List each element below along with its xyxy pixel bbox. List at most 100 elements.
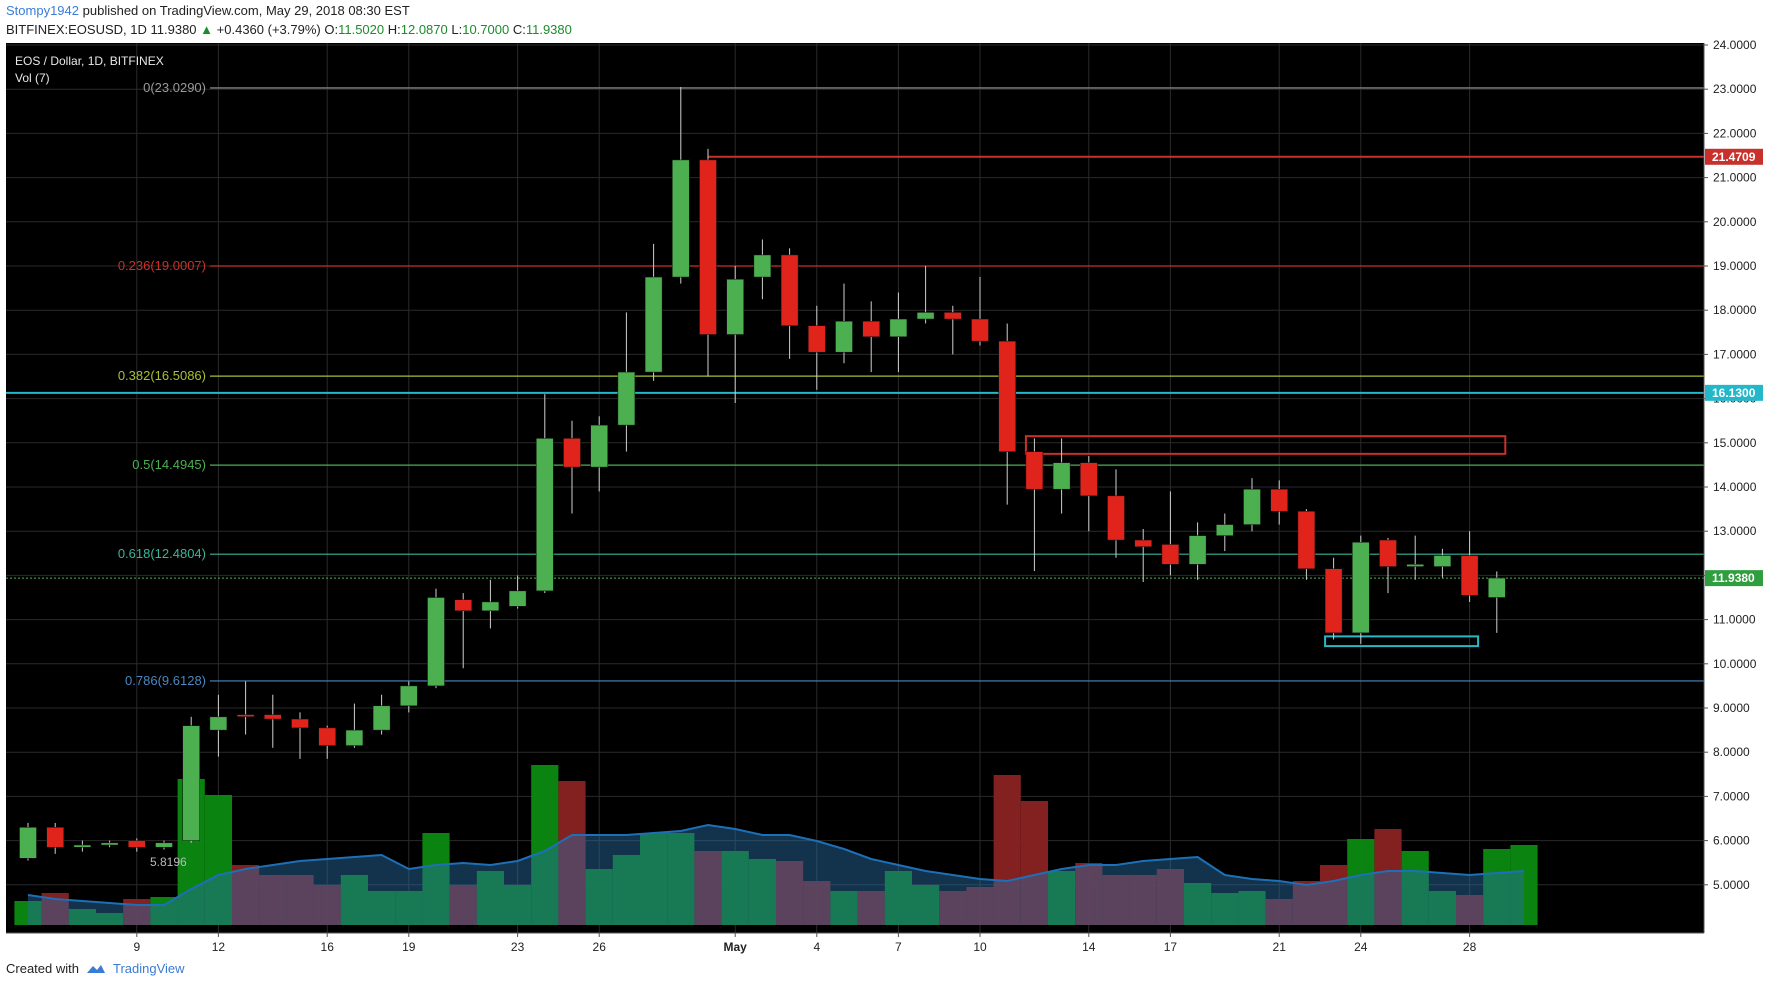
y-tick-label: 22.0000	[1713, 126, 1757, 140]
y-tick-label: 7.0000	[1713, 789, 1750, 803]
volume-bar	[1510, 845, 1538, 925]
low-value: 10.7000	[462, 22, 510, 37]
candle-body	[916, 312, 935, 320]
y-tick-label: 19.0000	[1713, 259, 1757, 273]
y-tick-label: 15.0000	[1713, 436, 1757, 450]
volume-bar	[1456, 895, 1484, 925]
fib-label: 0.236(19.0007)	[118, 258, 206, 273]
time-axis[interactable]: 9 12 16 19 23 26 May 4 7 10 14 17 21 24 28	[133, 933, 1477, 954]
x-tick-label: 9	[133, 940, 140, 954]
candle-body	[1080, 462, 1098, 497]
candle-body	[590, 424, 608, 468]
candle-body	[209, 716, 228, 731]
author-link[interactable]: Stompy1942	[6, 3, 79, 18]
volume-bar	[1401, 851, 1429, 925]
x-tick-label: May	[724, 940, 748, 954]
y-tick-label: 9.0000	[1713, 701, 1750, 715]
x-tick-label: 7	[895, 940, 902, 954]
candle-body	[345, 729, 364, 746]
fib-label: 0.786(9.6128)	[125, 673, 206, 688]
candle-body	[563, 438, 581, 468]
volume-bar	[1156, 869, 1184, 925]
open-value: 11.5020	[338, 22, 385, 37]
x-tick-label: 4	[813, 940, 820, 954]
volume-bar	[1075, 863, 1103, 925]
chart-title: EOS / Dollar, 1D, BITFINEX	[15, 54, 164, 68]
published-text: published on TradingView.com, May 29, 20…	[82, 3, 410, 18]
candle-body	[536, 438, 554, 592]
y-tick-label: 14.0000	[1713, 480, 1757, 494]
candle-body	[617, 371, 636, 426]
candle-body	[889, 318, 908, 337]
y-tick-label: 17.0000	[1713, 347, 1757, 361]
candle-body	[1433, 555, 1452, 567]
volume-bar	[395, 891, 423, 925]
volume-bar	[857, 891, 885, 925]
volume-bar	[667, 833, 695, 925]
candle-body	[1216, 524, 1234, 536]
candle-body	[971, 318, 989, 342]
candle-body	[264, 714, 282, 720]
candle-body	[699, 159, 717, 335]
volume-bar	[993, 775, 1021, 925]
candle-body	[862, 321, 880, 337]
volume-bar	[1374, 829, 1402, 925]
price-tag-box	[1705, 384, 1763, 401]
volume-bar	[1238, 891, 1266, 925]
volume-bar	[748, 859, 776, 925]
zones	[1024, 435, 1507, 648]
volume-bar	[585, 869, 613, 925]
volume-bar	[1428, 891, 1456, 925]
volume-bar	[340, 875, 368, 925]
volume-bar	[721, 851, 749, 925]
y-tick-label: 20.0000	[1713, 215, 1757, 229]
volume-bar	[1020, 801, 1048, 925]
y-tick-label: 21.0000	[1713, 171, 1757, 185]
volume-bar	[803, 881, 831, 925]
chart-subtitle: Vol (7)	[15, 71, 50, 85]
candle-body	[808, 325, 826, 353]
candle-body	[1161, 544, 1180, 565]
volume-bar	[232, 865, 260, 925]
y-tick-label: 6.0000	[1713, 834, 1750, 848]
candle-body	[1188, 535, 1207, 565]
candle-body	[1270, 488, 1288, 512]
candle-body	[128, 840, 146, 848]
volume-bar	[640, 833, 668, 925]
x-tick-label: 19	[402, 940, 416, 954]
volume-bar	[68, 909, 96, 925]
price-tag-box	[1705, 148, 1763, 165]
candle-body	[672, 159, 690, 278]
x-tick-label: 16	[321, 940, 335, 954]
fib-label: 0.382(16.5086)	[118, 368, 206, 383]
volume-bar	[313, 885, 341, 925]
volume-bar	[966, 887, 994, 925]
price-tag-box	[1705, 570, 1763, 587]
candle-body	[835, 321, 853, 353]
up-arrow-icon: ▲	[200, 22, 214, 37]
candle-body	[1352, 542, 1370, 634]
y-tick-label: 8.0000	[1713, 745, 1750, 759]
close-value: 11.9380	[525, 22, 572, 37]
price-axis-background	[1704, 43, 1765, 933]
volume-bar	[368, 891, 396, 925]
candle-body	[1243, 488, 1261, 525]
volume-bar	[14, 901, 42, 925]
candle-body	[1324, 568, 1343, 634]
y-tick-label: 5.0000	[1713, 878, 1750, 892]
volume-bar	[1265, 899, 1293, 925]
volume-bar	[830, 891, 858, 925]
candle-body	[1406, 564, 1424, 567]
x-tick-label: 24	[1354, 940, 1368, 954]
fib-levels: 0(23.0290) 0.236(19.0007) 0.382(16.5086) 0.…	[6, 80, 1704, 688]
candle-body	[318, 727, 336, 746]
candle-body	[1134, 539, 1152, 547]
candle-body	[753, 254, 772, 278]
tradingview-link[interactable]: TradingView	[112, 961, 185, 976]
volume-bar	[1048, 871, 1076, 925]
candle-body	[19, 827, 37, 859]
candle-body	[1025, 451, 1044, 490]
y-tick-label: 23.0000	[1713, 82, 1757, 96]
volume-bar	[1320, 865, 1348, 925]
